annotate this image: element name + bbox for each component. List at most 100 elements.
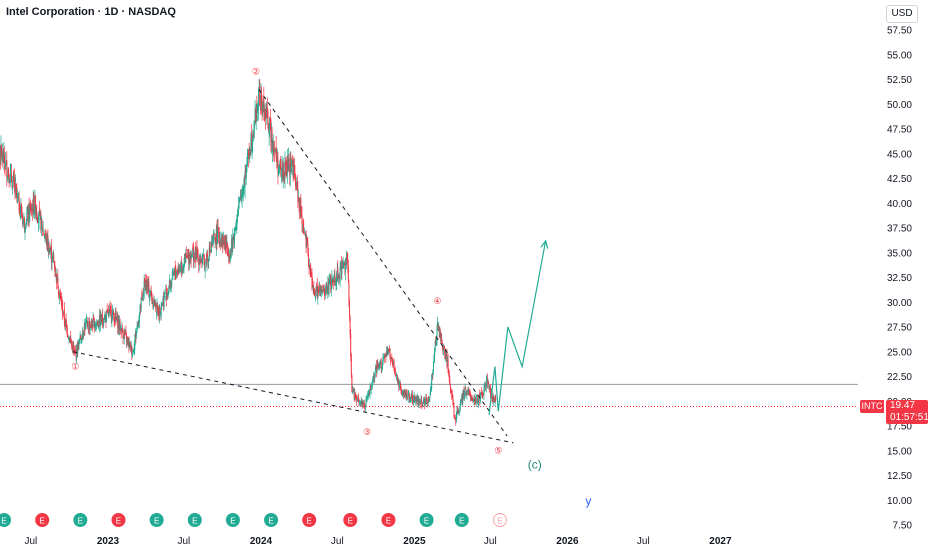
candle-body [303,228,305,230]
candle-body [150,292,152,296]
candle-body [372,376,374,383]
candle-body [234,228,236,232]
candle-body [9,182,11,184]
candle-body [248,151,250,157]
candle-body [50,245,52,262]
candle-body [434,341,436,351]
candle-body [347,259,349,267]
candle-body [132,350,134,352]
candle-body [458,412,460,414]
candle-body [383,356,385,358]
candle-body [250,136,252,155]
candle-body [334,275,336,286]
candle-body [83,325,85,334]
candle-body [418,400,420,401]
candle-body [401,392,403,395]
candle-body [225,241,227,247]
candle-body [273,151,275,153]
price-badge-symbol: INTC [860,400,884,413]
candle-body [64,322,66,326]
x-axis-label: 2023 [97,536,120,547]
candle-body [57,276,59,289]
candle-body [226,240,228,246]
candle-body [104,315,106,320]
candle-body [312,286,314,289]
candle-body [244,171,246,188]
currency-button[interactable]: USD [886,5,918,23]
candle-body [218,227,220,237]
candle-body [9,171,11,184]
candle-body [242,190,244,192]
candle-body [231,238,233,253]
candle-body [11,173,13,182]
candle-body [160,313,162,315]
y-axis-label: 52.50 [887,75,912,86]
candle-body [393,361,395,365]
candle-body [131,346,133,355]
candle-body [494,398,496,404]
candle-body [199,259,201,263]
candle-body [409,399,411,401]
earnings-marker-letter: E [40,517,45,526]
projection-arrowhead [540,239,549,249]
candle-body [442,345,444,351]
candle-body [49,250,51,254]
candle-body [0,144,2,157]
candle-body [53,261,55,266]
candle-body [455,417,457,423]
candle-body [111,311,113,320]
candle-body [34,195,36,206]
candle-body [445,355,447,358]
x-axis-label: Jul [331,536,344,547]
candle-body [83,333,85,335]
earnings-marker-icon [381,513,396,527]
candle-body [272,148,274,152]
candle-body [128,342,130,348]
candle-body [151,300,153,304]
candle-body [124,332,126,334]
candle-body [97,325,99,327]
candle-body [190,253,192,262]
candle-body [204,262,206,272]
candle-body [161,304,163,308]
candle-body [285,161,287,166]
candle-body [185,255,187,262]
candle-body [374,373,376,378]
candle-body [422,400,424,404]
candle-body [137,323,139,329]
candle-body [202,253,204,257]
candle-body [177,270,179,274]
candle-body [355,396,357,400]
candle-body [437,324,439,329]
candle-body [96,322,98,325]
candle-body [29,205,31,208]
candle-body [363,403,365,405]
candle-body [249,149,251,154]
candle-body [90,321,92,325]
candle-body [273,146,275,155]
candle-body [167,292,169,293]
candle-body [145,279,147,290]
candle-body [408,394,410,399]
candle-body [452,394,454,401]
x-axis-label: Jul [637,536,650,547]
candle-body [70,337,72,341]
candle-body [488,382,490,384]
candle-body [287,158,289,170]
candle-body [180,264,182,267]
candle-body [60,293,62,298]
candle-body [28,206,30,223]
candle-body [459,400,461,406]
earnings-marker-letter: E [192,517,197,526]
candle-body [232,237,234,248]
candle-body [195,246,197,263]
candle-body [386,350,388,357]
candle-body [219,241,221,244]
candle-body [473,397,475,402]
candle-body [67,338,69,339]
earnings-marker-letter: E [230,517,235,526]
candle-body [33,208,35,216]
candle-body [390,360,392,362]
candle-body [344,263,346,269]
